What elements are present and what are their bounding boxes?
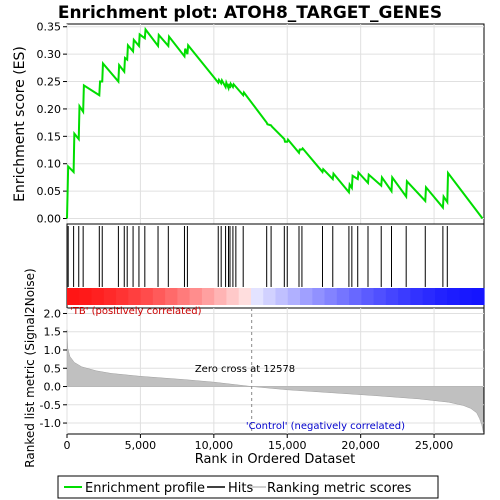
es-panel: 0.00 0.05 0.10 0.15 0.20 0.25 0.30 0.35 Enrichm… [12,21,485,226]
metric-tick-label: -0.5 [40,399,61,412]
es-grid [66,24,484,224]
es-tick-label: 0.05 [37,185,62,198]
color-bar-segment [300,288,313,305]
metric-tick-label: 1.0 [44,344,62,357]
color-bar-segment [459,288,473,305]
x-tick-label: 20,000 [341,439,380,452]
color-bar-segment [312,288,326,305]
legend-label-hits: Hits [228,481,253,496]
hit-markers [67,226,448,287]
x-ticks: 0 5,000 10,000 15,000 20,000 25,000 [64,434,454,452]
x-tick-label: 15,000 [268,439,307,452]
legend-box [57,475,439,499]
color-bar-segment [410,288,424,305]
color-bar-segment [165,288,178,305]
chart-title: Enrichment plot: ATOH8_TARGET_GENES [58,3,442,23]
metric-panel: Zero cross at 12578 'TB' (positively cor… [23,268,485,468]
metric-tick-label: -1.0 [40,417,61,430]
metric-tick-label: 2.0 [44,307,62,320]
legend: Enrichment profile Hits Ranking metric s… [57,475,439,499]
color-bar-segment [177,288,191,305]
enrichment-profile-line [66,26,484,220]
color-bar-segment [336,288,350,305]
metric-y-axis-label: Ranked list metric (Signal2Noise) [23,268,37,467]
negative-correlation-label: 'Control' (negatively correlated) [246,421,405,432]
color-bar-segment [361,288,375,305]
color-bar-segment [373,288,387,305]
zero-cross-label: Zero cross at 12578 [195,364,295,375]
ranked-color-bar [67,288,485,305]
color-bar-segment [447,288,461,305]
color-bar-segment [201,288,215,305]
color-bar-segment [434,288,448,305]
es-tick-label: 0.00 [37,213,62,226]
es-tick-label: 0.20 [37,103,62,116]
color-bar-segment [128,288,142,305]
es-tick-label: 0.25 [37,76,62,89]
es-tick-label: 0.15 [37,130,62,143]
color-bar-segment [103,288,117,305]
x-tick-label: 10,000 [195,439,234,452]
color-bar-segment [79,288,93,305]
color-bar-segment [250,288,264,305]
color-bar-segment [398,288,412,305]
ranking-metric-area [66,329,484,433]
legend-label-metric: Ranking metric scores [267,481,412,496]
positive-correlation-label: 'TB' (positively correlated) [70,306,202,317]
color-bar-segment [67,288,80,305]
color-bar-segment [152,288,166,305]
x-axis-label: Rank in Ordered Dataset [195,452,356,467]
color-bar-segment [91,288,105,305]
metric-plot-area [66,307,485,435]
legend-label-enrichment: Enrichment profile [85,481,205,496]
metric-grid [66,308,484,434]
metric-tick-label: 1.5 [44,326,62,339]
metric-y-ticks: -1.0 -0.5 0.0 0.5 1.0 1.5 2.0 [40,307,67,430]
color-bar-segment [226,288,240,305]
es-y-axis-label: Enrichment score (ES) [12,46,28,202]
color-bar-segment [385,288,399,305]
color-bar-segment [116,288,129,305]
color-bar-segment [287,288,301,305]
color-bar-segment [238,288,252,305]
metric-tick-label: 0.5 [44,362,62,375]
color-bar-segment [471,288,485,305]
color-bar-segment [263,288,277,305]
color-bar-segment [140,288,154,305]
color-bar-segment [422,288,436,305]
color-bar-segment [189,288,203,305]
es-y-ticks: 0.00 0.05 0.10 0.15 0.20 0.25 0.30 0.35 [37,21,67,226]
hits-panel [66,223,485,309]
es-tick-label: 0.35 [37,21,62,34]
metric-tick-label: 0.0 [44,381,62,394]
color-bar-segment [349,288,362,305]
es-tick-label: 0.10 [37,158,62,171]
x-tick-label: 25,000 [415,439,454,452]
color-bar-segment [324,288,338,305]
color-bar-segment [275,288,289,305]
es-tick-label: 0.30 [37,48,62,61]
color-bar-segment [214,288,228,305]
x-tick-label: 0 [64,439,71,452]
x-tick-label: 5,000 [125,439,157,452]
